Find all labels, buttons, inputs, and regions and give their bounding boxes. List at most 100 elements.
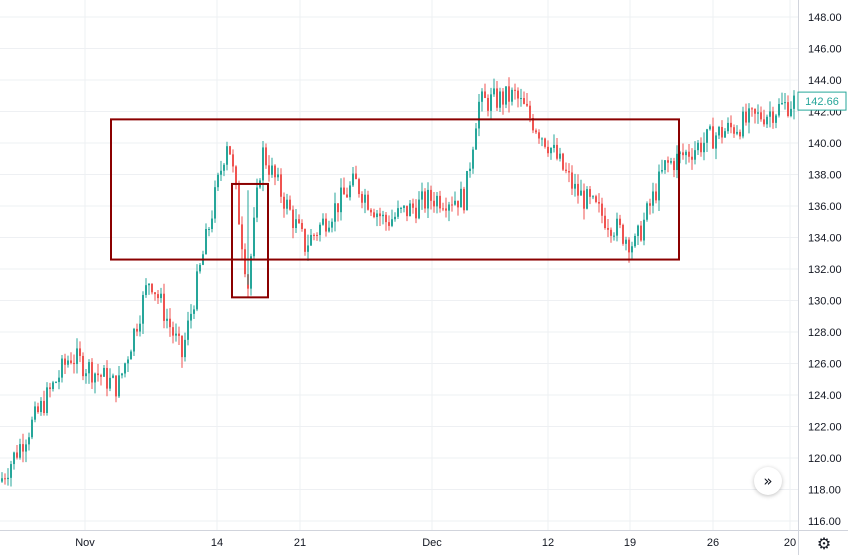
candle-body <box>169 318 171 328</box>
candle-body <box>343 187 345 195</box>
candle-body <box>463 188 465 211</box>
candle-body <box>508 86 510 102</box>
candle-body <box>190 313 192 321</box>
candle-body <box>412 203 414 208</box>
candle-body <box>52 382 54 390</box>
candle-body <box>358 179 360 195</box>
candle-body <box>676 153 678 171</box>
candle-body <box>163 293 165 321</box>
candle-body <box>610 229 612 236</box>
candle-body <box>460 188 462 208</box>
candle-body <box>391 219 393 226</box>
candle-body <box>634 235 636 247</box>
candle-body <box>739 131 741 137</box>
candle-body <box>709 126 711 130</box>
candle-body <box>724 131 726 138</box>
candle-body <box>607 228 609 230</box>
candle-body <box>286 199 288 209</box>
candle-body <box>172 327 174 336</box>
candle-body <box>763 119 765 125</box>
candle-body <box>310 234 312 246</box>
candle-body <box>256 187 258 218</box>
candle-body <box>223 164 225 171</box>
candle-body <box>742 111 744 137</box>
candle-body <box>25 444 27 452</box>
candle-body <box>514 89 516 91</box>
scroll-to-realtime-button[interactable]: » <box>754 467 782 495</box>
candle-body <box>793 95 795 109</box>
price-tick-label: 132.00 <box>808 264 842 276</box>
chevrons-right-icon: » <box>763 472 773 490</box>
candle-body <box>121 373 123 376</box>
candle-body <box>253 217 255 257</box>
price-axis[interactable]: 148.00146.00144.00142.00140.00138.00136.… <box>798 0 842 555</box>
candle-body <box>307 245 309 252</box>
candle-body <box>559 153 561 159</box>
candle-body <box>292 209 294 229</box>
chart-settings-button[interactable]: ⚙ <box>813 532 835 554</box>
candle-body <box>280 174 282 197</box>
time-axis[interactable]: Nov 14 21 Dec 12 19 26 20 <box>0 530 848 550</box>
time-tick-label: Dec <box>422 537 442 549</box>
candle-body <box>379 213 381 217</box>
candle-body <box>484 91 486 98</box>
candle-body <box>661 170 663 172</box>
candle-body <box>421 191 423 200</box>
candle-body <box>595 196 597 202</box>
candle-body <box>349 185 351 198</box>
candle-body <box>721 126 723 138</box>
price-tick-label: 122.00 <box>808 422 842 434</box>
candle-body <box>262 147 264 181</box>
candle-body <box>13 452 15 465</box>
candle-body <box>268 165 270 175</box>
candle-body <box>397 208 399 217</box>
candle-body <box>682 152 684 156</box>
candle-body <box>640 225 642 241</box>
price-tick-label: 140.00 <box>808 138 842 150</box>
candle-body <box>748 108 750 123</box>
candle-body <box>448 204 450 211</box>
candle-body <box>556 144 558 159</box>
candle-body <box>19 444 21 458</box>
candle-body <box>382 214 384 217</box>
candle-body <box>55 382 57 384</box>
candle-body <box>511 89 513 102</box>
candle-body <box>331 221 333 228</box>
candle-body <box>97 373 99 376</box>
candle-body <box>436 195 438 207</box>
candle-body <box>598 201 600 204</box>
candle-body <box>787 102 789 116</box>
candle-body <box>703 142 705 153</box>
candle-body <box>433 200 435 207</box>
candle-body <box>496 88 498 108</box>
candle-body <box>574 183 576 189</box>
candle-body <box>502 91 504 105</box>
candle-body <box>241 224 243 250</box>
candle-body <box>139 323 141 332</box>
time-tick-label: 20 <box>784 537 796 549</box>
candle-body <box>769 111 771 117</box>
candle-body <box>214 187 216 219</box>
candle-body <box>7 477 9 480</box>
candle-body <box>118 375 120 397</box>
candle-body <box>235 166 237 185</box>
candle-body <box>619 218 621 225</box>
candle-body <box>442 208 444 210</box>
candle-body <box>778 103 780 116</box>
price-tick-label: 134.00 <box>808 233 842 245</box>
price-tick-label: 128.00 <box>808 327 842 339</box>
candle-body <box>667 160 669 163</box>
candle-body <box>199 264 201 272</box>
candle-body <box>568 171 570 173</box>
candle-body <box>295 219 297 229</box>
candle-body <box>544 138 546 147</box>
candle-body <box>526 103 528 106</box>
candle-body <box>466 171 468 211</box>
candle-body <box>643 219 645 241</box>
candle-body <box>427 189 429 209</box>
candle-body <box>73 362 75 365</box>
candle-body <box>700 142 702 153</box>
candle-body <box>439 195 441 209</box>
price-tick-label: 130.00 <box>808 296 842 308</box>
